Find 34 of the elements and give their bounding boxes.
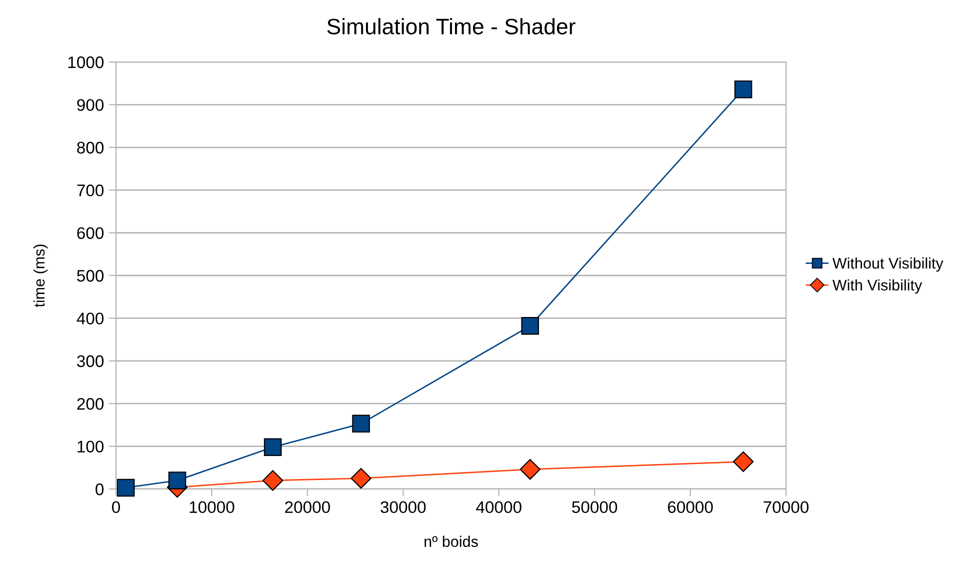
x-tick-label: 50000 <box>572 501 618 514</box>
point <box>521 317 539 335</box>
y-tick-label: 500 <box>77 270 104 282</box>
x-tick-label: 70000 <box>764 501 809 514</box>
x-tick-label: 20000 <box>285 501 330 514</box>
x-tick-label: 30000 <box>380 501 426 514</box>
point <box>734 80 752 98</box>
point <box>520 458 540 480</box>
x-tick-label: 10000 <box>190 501 234 514</box>
y-tick-label: 400 <box>76 312 104 324</box>
y-tick-label: 1000 <box>68 56 104 68</box>
point <box>264 438 282 456</box>
x-tick-label: 60000 <box>668 501 713 514</box>
chart-title: Simulation Time - Shader <box>327 18 576 34</box>
x-tick-label: 0 <box>112 501 120 514</box>
point <box>352 414 370 433</box>
point <box>116 478 135 497</box>
point <box>168 472 186 490</box>
y-tick-label: 200 <box>77 398 104 410</box>
y-axis-title: time (ms) <box>33 244 48 308</box>
point <box>262 470 284 491</box>
legend-label: With Visibility <box>832 279 922 294</box>
y-tick-label: 700 <box>77 184 104 196</box>
y-tick-label: 100 <box>78 440 104 453</box>
point <box>732 451 754 472</box>
y-tick-label: 800 <box>77 142 104 154</box>
point <box>350 468 372 489</box>
x-axis-title: nº boids <box>424 536 478 548</box>
x-tick-label: 40000 <box>476 501 522 514</box>
y-tick-label: 0 <box>96 483 104 496</box>
legend-label: Without Visibility <box>832 257 944 272</box>
y-tick-label: 600 <box>77 227 104 240</box>
y-tick-label: 900 <box>77 99 104 111</box>
y-tick-label: 300 <box>77 355 104 368</box>
